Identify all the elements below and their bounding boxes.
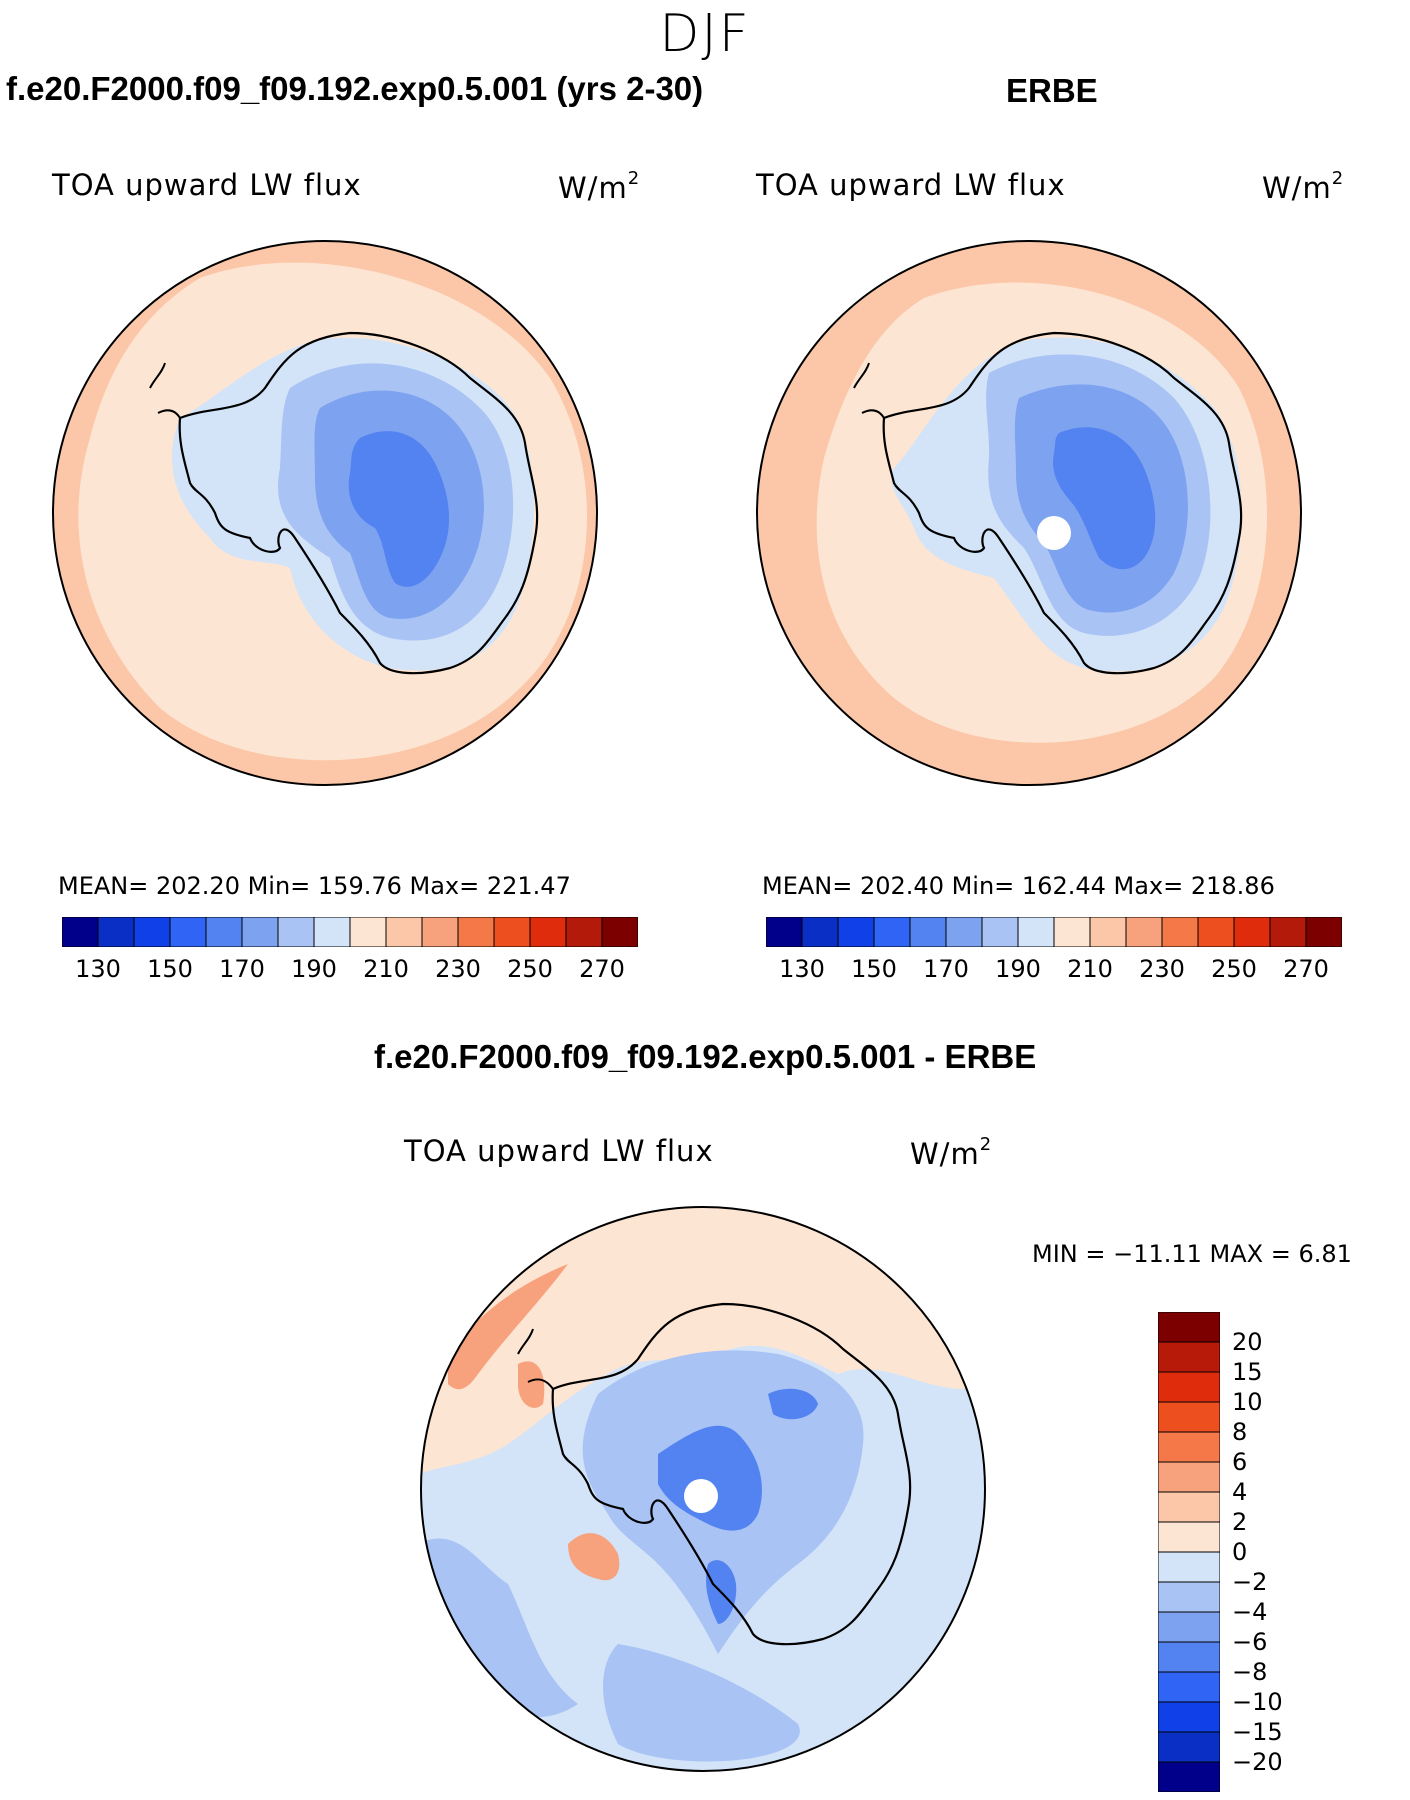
colorbar-tick-label: 150 bbox=[147, 955, 193, 983]
colorbar-swatch bbox=[1161, 917, 1199, 947]
colorbar-swatch bbox=[241, 917, 279, 947]
colorbar-swatch bbox=[277, 917, 315, 947]
panel2-stats: MEAN= 202.40 Min= 162.44 Max= 218.86 bbox=[762, 872, 1275, 900]
panel1-units: W/m2 bbox=[558, 168, 641, 205]
colorbar-tick-label: 270 bbox=[579, 955, 625, 983]
colorbar-swatch bbox=[133, 917, 171, 947]
panel2-title: ERBE bbox=[1006, 72, 1098, 109]
colorbar-tick-label: 190 bbox=[291, 955, 337, 983]
colorbar-tick-label: 210 bbox=[1067, 955, 1113, 983]
map-difference bbox=[420, 1206, 986, 1772]
colorbar-swatch bbox=[169, 917, 207, 947]
colorbar-swatch bbox=[801, 917, 839, 947]
colorbar-swatch bbox=[1158, 1761, 1220, 1792]
colorbar-tick-label: −8 bbox=[1232, 1658, 1268, 1686]
colorbar-swatch bbox=[1053, 917, 1091, 947]
colorbar-swatch bbox=[601, 917, 638, 947]
panel1-variable: TOA upward LW flux bbox=[52, 168, 362, 202]
colorbar-swatch bbox=[981, 917, 1019, 947]
colorbar-swatch bbox=[349, 917, 387, 947]
colorbar-swatch bbox=[873, 917, 911, 947]
map-model bbox=[52, 240, 598, 786]
colorbar-swatch bbox=[1158, 1341, 1220, 1373]
colorbar-tick-label: −2 bbox=[1232, 1568, 1268, 1596]
colorbar-tick-label: 20 bbox=[1232, 1328, 1263, 1356]
colorbar-swatch bbox=[1158, 1581, 1220, 1613]
colorbar-tick-label: 230 bbox=[1139, 955, 1185, 983]
colorbar-swatch bbox=[945, 917, 983, 947]
colorbar-tick-label: 170 bbox=[219, 955, 265, 983]
colorbar-tick-label: 130 bbox=[779, 955, 825, 983]
colorbar-tick-label: 10 bbox=[1232, 1388, 1263, 1416]
colorbar-swatch bbox=[313, 917, 351, 947]
colorbar-swatch bbox=[493, 917, 531, 947]
diff-minmax: MIN = −11.11 MAX = 6.81 bbox=[1032, 1240, 1352, 1268]
colorbar-swatch bbox=[837, 917, 875, 947]
colorbar-tick-label: 4 bbox=[1232, 1478, 1248, 1506]
map-erbe bbox=[756, 240, 1302, 786]
colorbar-swatch bbox=[766, 917, 803, 947]
colorbar-swatch bbox=[1158, 1461, 1220, 1493]
colorbar-tick-label: 190 bbox=[995, 955, 1041, 983]
colorbar-swatch bbox=[1158, 1671, 1220, 1703]
colorbar-swatch bbox=[97, 917, 135, 947]
colorbar-swatch bbox=[1158, 1701, 1220, 1733]
colorbar-tick-label: 15 bbox=[1232, 1358, 1263, 1386]
colorbar-swatch bbox=[1158, 1551, 1220, 1583]
colorbar-swatch bbox=[1158, 1371, 1220, 1403]
colorbar-swatch bbox=[1158, 1431, 1220, 1463]
colorbar-swatch bbox=[1158, 1611, 1220, 1643]
colorbar-tick-label: 210 bbox=[363, 955, 409, 983]
panel2-units: W/m2 bbox=[1262, 168, 1345, 205]
colorbar-difference bbox=[1158, 1312, 1220, 1792]
season-title: DJF bbox=[659, 4, 751, 64]
colorbar-swatch bbox=[1158, 1521, 1220, 1553]
colorbar-swatch bbox=[909, 917, 947, 947]
colorbar-swatch bbox=[62, 917, 99, 947]
colorbar-swatch bbox=[385, 917, 423, 947]
panel1-title: f.e20.F2000.f09_f09.192.exp0.5.001 (yrs … bbox=[6, 70, 704, 107]
colorbar-swatch bbox=[1125, 917, 1163, 947]
diff-title: f.e20.F2000.f09_f09.192.exp0.5.001 - ERB… bbox=[374, 1038, 1037, 1075]
colorbar-swatch bbox=[1158, 1641, 1220, 1673]
colorbar-swatch bbox=[1305, 917, 1342, 947]
colorbar-tick-label: 250 bbox=[507, 955, 553, 983]
colorbar-tick-label: 270 bbox=[1283, 955, 1329, 983]
colorbar-tick-label: 250 bbox=[1211, 955, 1257, 983]
colorbar-swatch bbox=[1158, 1491, 1220, 1523]
diff-variable: TOA upward LW flux bbox=[404, 1134, 714, 1168]
colorbar-swatch bbox=[1197, 917, 1235, 947]
colorbar-swatch bbox=[205, 917, 243, 947]
colorbar-tick-label: 170 bbox=[923, 955, 969, 983]
colorbar-swatch bbox=[1089, 917, 1127, 947]
colorbar-swatch bbox=[1269, 917, 1307, 947]
colorbar-swatch bbox=[1158, 1731, 1220, 1763]
colorbar-swatch bbox=[457, 917, 495, 947]
panel2-variable: TOA upward LW flux bbox=[756, 168, 1066, 202]
colorbar-tick-label: 8 bbox=[1232, 1418, 1248, 1446]
colorbar-swatch bbox=[1158, 1312, 1220, 1343]
colorbar-swatch bbox=[1017, 917, 1055, 947]
colorbar-swatch bbox=[421, 917, 459, 947]
colorbar-tick-label: 2 bbox=[1232, 1508, 1248, 1536]
colorbar-swatch bbox=[565, 917, 603, 947]
colorbar-erbe bbox=[766, 917, 1342, 947]
colorbar-swatch bbox=[529, 917, 567, 947]
colorbar-swatch bbox=[1233, 917, 1271, 947]
colorbar-tick-label: 0 bbox=[1232, 1538, 1248, 1566]
colorbar-tick-label: 230 bbox=[435, 955, 481, 983]
colorbar-tick-label: 150 bbox=[851, 955, 897, 983]
diff-units: W/m2 bbox=[910, 1134, 993, 1171]
colorbar-tick-label: −15 bbox=[1232, 1718, 1283, 1746]
colorbar-tick-label: −6 bbox=[1232, 1628, 1268, 1656]
colorbar-model bbox=[62, 917, 638, 947]
colorbar-tick-label: 6 bbox=[1232, 1448, 1248, 1476]
colorbar-swatch bbox=[1158, 1401, 1220, 1433]
panel1-stats: MEAN= 202.20 Min= 159.76 Max= 221.47 bbox=[58, 872, 571, 900]
colorbar-tick-label: −10 bbox=[1232, 1688, 1283, 1716]
colorbar-tick-label: −20 bbox=[1232, 1748, 1283, 1776]
colorbar-tick-label: −4 bbox=[1232, 1598, 1268, 1626]
colorbar-tick-label: 130 bbox=[75, 955, 121, 983]
